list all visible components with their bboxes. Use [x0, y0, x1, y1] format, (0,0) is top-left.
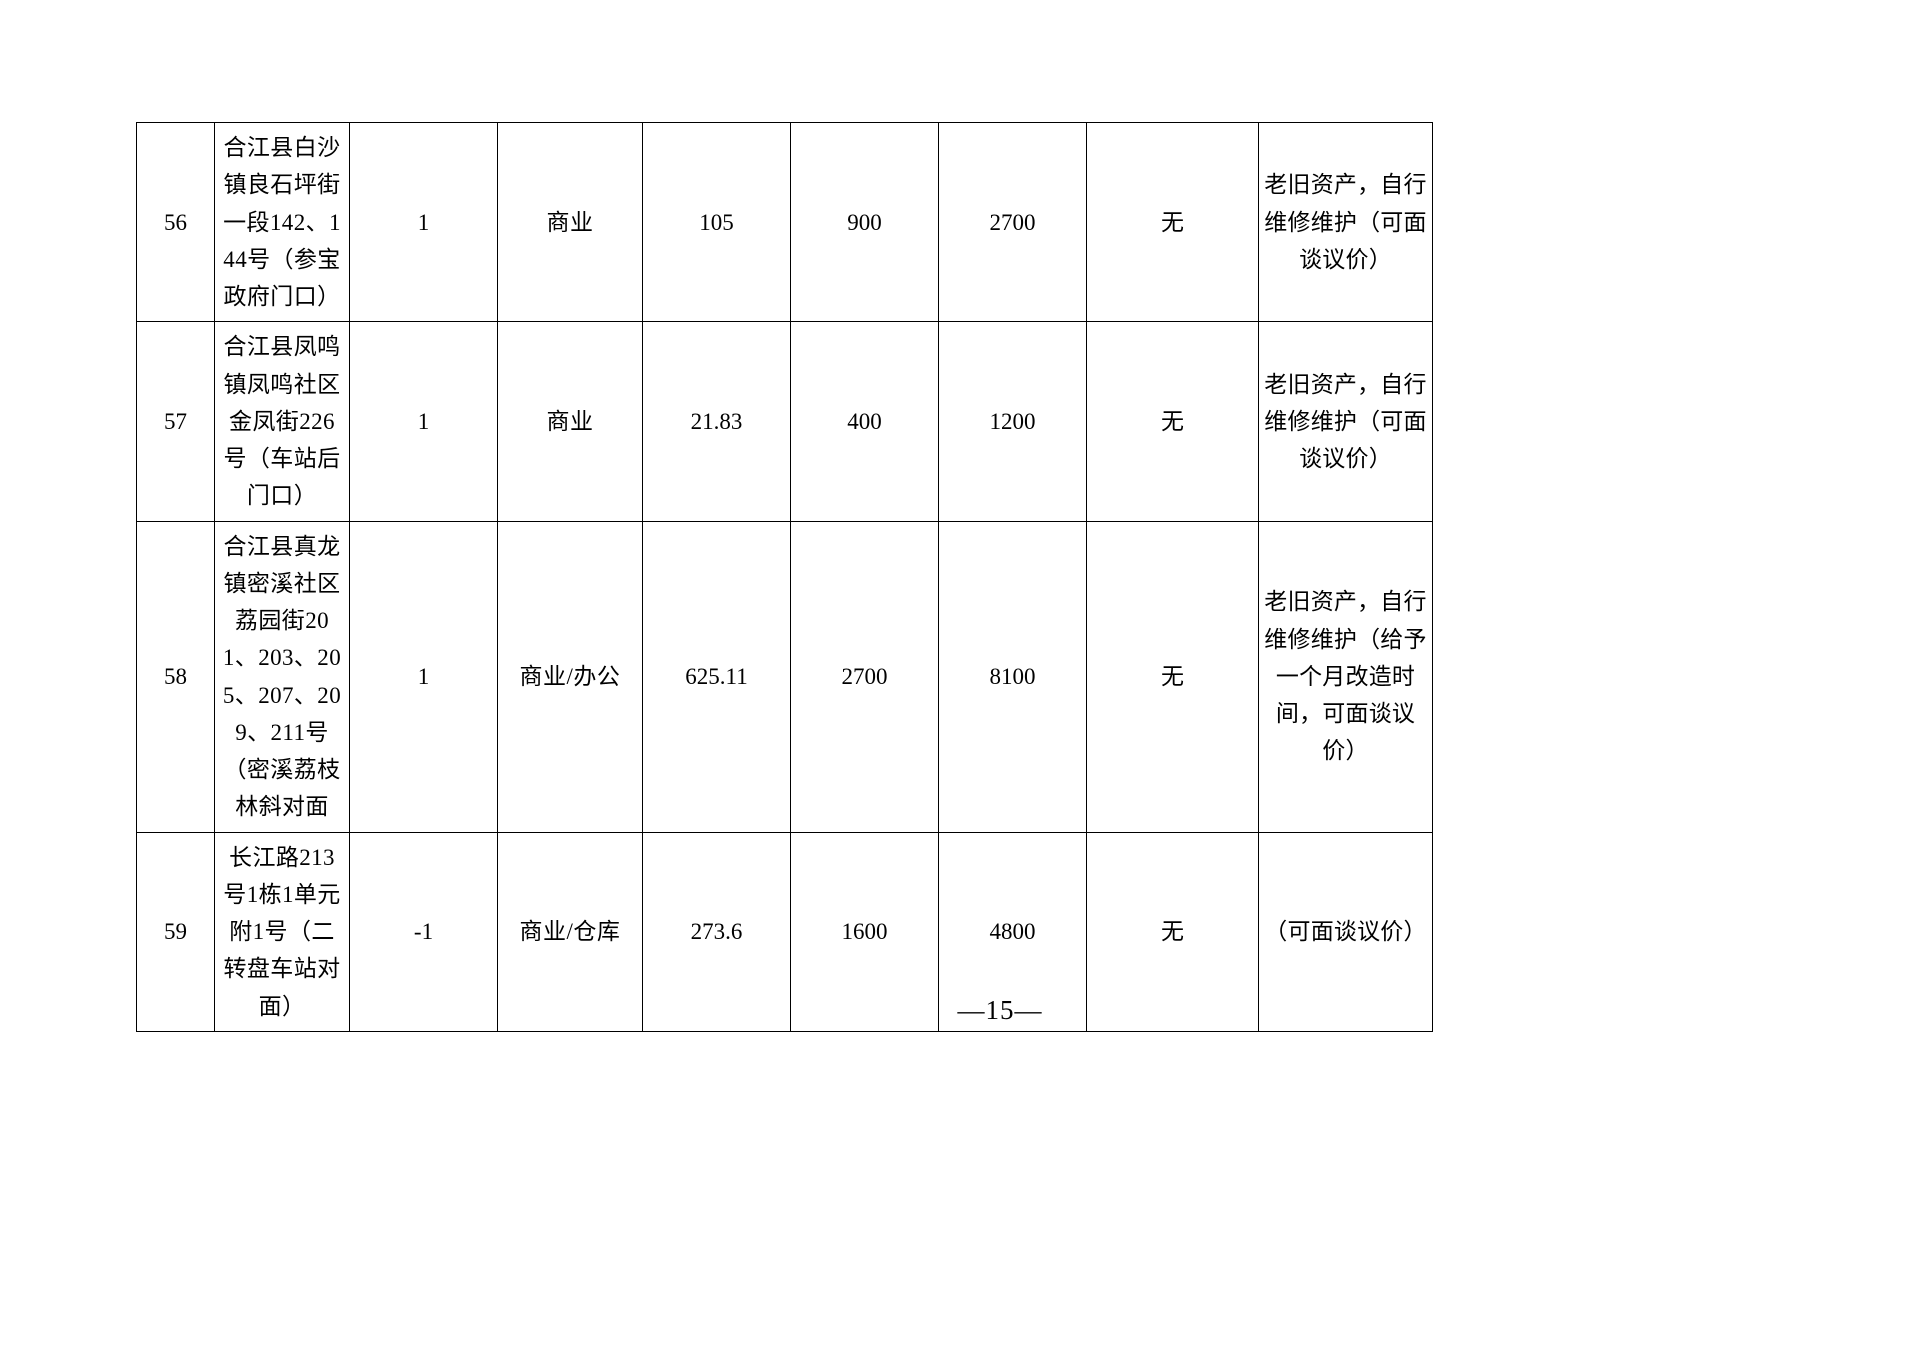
cell-serial-number: 56	[136, 121, 215, 323]
cell-floor: -1	[349, 831, 498, 1032]
cell-usage: 商业/仓库	[497, 831, 643, 1032]
table-row: 59 长江路213号1栋1单元附1号（二转盘车站对面） -1 商业/仓库 273…	[136, 831, 1433, 1032]
cell-floor: 1	[349, 520, 498, 833]
cell-serial-number: 59	[136, 831, 215, 1032]
cell-address: 合江县凤鸣镇凤鸣社区金凤街226号（车站后门口）	[214, 321, 350, 522]
cell-price-quarterly: 1200	[938, 321, 1087, 522]
cell-remark: 老旧资产，自行维修维护（可面谈议价）	[1258, 321, 1433, 522]
page-number: —15—	[0, 995, 1920, 1026]
table-row: 57 合江县凤鸣镇凤鸣社区金凤街226号（车站后门口） 1 商业 21.83 4…	[136, 321, 1433, 522]
cell-status: 无	[1086, 321, 1259, 522]
cell-address: 合江县真龙镇密溪社区荔园街201、203、205、207、209、211号（密溪…	[214, 520, 350, 833]
cell-remark: （可面谈议价）	[1258, 831, 1433, 1032]
cell-price-monthly: 900	[790, 121, 939, 323]
cell-floor: 1	[349, 321, 498, 522]
cell-area: 625.11	[642, 520, 791, 833]
table-row: 56 合江县白沙镇良石坪街一段142、144号（参宝政府门口） 1 商业 105…	[136, 121, 1433, 323]
cell-remark: 老旧资产，自行维修维护（可面谈议价）	[1258, 121, 1433, 323]
cell-remark: 老旧资产，自行维修维护（给予一个月改造时间，可面谈议价）	[1258, 520, 1433, 833]
table-row: 58 合江县真龙镇密溪社区荔园街201、203、205、207、209、211号…	[136, 520, 1433, 833]
cell-serial-number: 58	[136, 520, 215, 833]
cell-usage: 商业	[497, 121, 643, 323]
cell-price-monthly: 2700	[790, 520, 939, 833]
cell-status: 无	[1086, 831, 1259, 1032]
cell-address: 长江路213号1栋1单元附1号（二转盘车站对面）	[214, 831, 350, 1032]
page-number-label: —15—	[957, 995, 1043, 1025]
cell-price-monthly: 400	[790, 321, 939, 522]
property-listing-table: 56 合江县白沙镇良石坪街一段142、144号（参宝政府门口） 1 商业 105…	[136, 121, 1433, 1032]
cell-area: 273.6	[642, 831, 791, 1032]
cell-floor: 1	[349, 121, 498, 323]
cell-address: 合江县白沙镇良石坪街一段142、144号（参宝政府门口）	[214, 121, 350, 323]
cell-usage: 商业	[497, 321, 643, 522]
cell-price-quarterly: 2700	[938, 121, 1087, 323]
cell-price-quarterly: 8100	[938, 520, 1087, 833]
property-listing-table-wrapper: 56 合江县白沙镇良石坪街一段142、144号（参宝政府门口） 1 商业 105…	[136, 121, 1433, 1032]
cell-price-monthly: 1600	[790, 831, 939, 1032]
cell-area: 21.83	[642, 321, 791, 522]
cell-price-quarterly: 4800	[938, 831, 1087, 1032]
cell-serial-number: 57	[136, 321, 215, 522]
cell-status: 无	[1086, 121, 1259, 323]
cell-status: 无	[1086, 520, 1259, 833]
cell-usage: 商业/办公	[497, 520, 643, 833]
cell-area: 105	[642, 121, 791, 323]
